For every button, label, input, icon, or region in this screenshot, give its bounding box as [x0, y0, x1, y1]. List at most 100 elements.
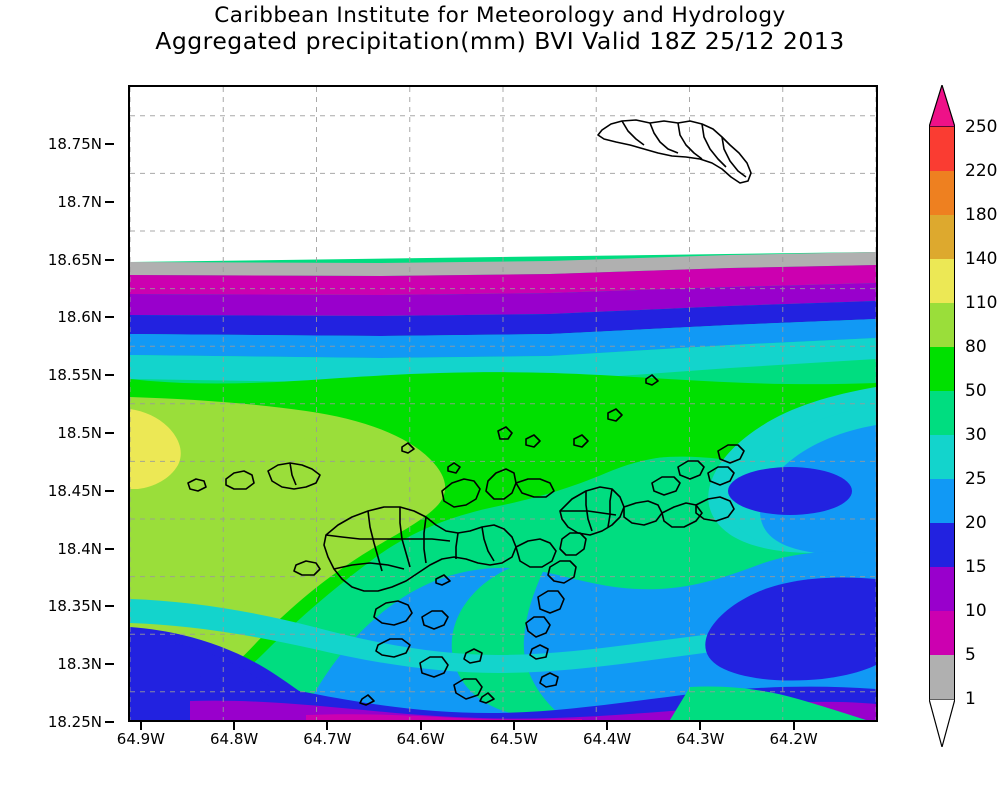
- band-15-ellipse: [728, 467, 852, 515]
- tortola-div-1: [367, 510, 383, 572]
- y-tick-mark: [105, 489, 114, 492]
- island-cay-n2: [525, 434, 541, 448]
- island-fallen-jerusalem: [525, 616, 551, 638]
- island-guana: [441, 478, 481, 508]
- colorbar-band-5-10[interactable]: [929, 611, 955, 655]
- colorbar-band-110-140[interactable]: [929, 259, 955, 303]
- island-north-sound: [623, 500, 663, 526]
- x-tick-label: 64.5W: [489, 730, 539, 748]
- x-tick-label: 64.4W: [582, 730, 632, 748]
- colorbar-label: 110: [965, 293, 998, 313]
- tortola-div-7: [481, 526, 495, 562]
- island-vg-south-2: [547, 560, 577, 584]
- colorbar-band-10-15[interactable]: [929, 567, 955, 611]
- colorbar-label: 1: [965, 689, 976, 709]
- island-eustatia: [677, 460, 705, 480]
- y-tick-mark: [105, 374, 114, 377]
- island-prickly-pear: [661, 502, 703, 528]
- anegada-div-2: [677, 122, 703, 160]
- island-cay-s2: [479, 692, 495, 704]
- colorbar-label: 5: [965, 645, 976, 665]
- island-cay-n3: [573, 434, 589, 448]
- island-cay-n4: [607, 408, 623, 422]
- island-cay-s3: [359, 694, 375, 706]
- y-tick-mark: [105, 143, 114, 145]
- colorbar-band-1-5[interactable]: [929, 655, 955, 699]
- colorbar-label: 25: [965, 469, 987, 489]
- island-dead-chest: [463, 648, 483, 664]
- island-cay-n7: [645, 374, 659, 386]
- island-cay-s1: [435, 574, 451, 586]
- y-tick-label: 18.35N: [47, 597, 102, 616]
- y-tick-label: 18.25N: [47, 713, 102, 731]
- y-tick-mark: [105, 663, 114, 666]
- y-tick-label: 18.45N: [47, 481, 102, 500]
- colorbar-band-20-25[interactable]: [929, 479, 955, 523]
- y-tick-mark: [105, 605, 114, 608]
- island-round-rock: [529, 644, 549, 660]
- island-norman: [375, 638, 411, 658]
- y-tick-mark: [105, 200, 114, 203]
- vg-div-1: [585, 491, 593, 532]
- colorbar-band-15-20[interactable]: [929, 523, 955, 567]
- figure-title-block: Caribbean Institute for Meteorology and …: [0, 4, 1000, 55]
- island-cay-ne: [717, 444, 745, 464]
- x-tick-label: 64.9W: [116, 730, 166, 748]
- colorbar-label: 220: [965, 161, 998, 181]
- colorbar-band-30-50[interactable]: [929, 391, 955, 435]
- x-tick-mark: [512, 722, 515, 730]
- band-15-lowerright: [705, 577, 876, 681]
- y-tick-mark: [105, 547, 114, 550]
- x-tick-mark: [419, 722, 422, 730]
- x-tick-label: 64.6W: [396, 730, 445, 748]
- colorbar-band-140-180[interactable]: [929, 215, 955, 259]
- band-25-bottom: [130, 599, 876, 673]
- contour-map-svg: [130, 87, 876, 720]
- y-tick-mark: [105, 721, 114, 723]
- y-tick-label: 18.75N: [47, 135, 102, 153]
- tortola-div-4: [455, 532, 459, 559]
- island-great-camanoe: [485, 468, 517, 500]
- island-scrub: [515, 478, 555, 498]
- colorbar-label: 140: [965, 249, 998, 269]
- anegada-div-4: [721, 136, 747, 178]
- x-tick-mark: [139, 722, 142, 730]
- vg-div-2: [560, 510, 617, 516]
- island-mosquito: [651, 476, 681, 496]
- map-canvas: [130, 87, 876, 720]
- island-west-cay: [293, 560, 321, 576]
- island-salt: [421, 610, 449, 630]
- anegada-div-3: [701, 123, 727, 168]
- page-title: Aggregated precipitation(mm) BVI Valid 1…: [155, 27, 845, 55]
- colorbar-label: 20: [965, 513, 987, 533]
- y-tick-label: 18.65N: [47, 250, 102, 269]
- island-saba-rock: [707, 466, 735, 486]
- y-tick-label: 18.5N: [57, 424, 102, 442]
- band-20-south: [310, 551, 876, 720]
- institute-title: Caribbean Institute for Meteorology and …: [214, 3, 786, 28]
- x-tick-label: 64.7W: [303, 730, 352, 748]
- x-tick-label: 64.3W: [676, 730, 725, 748]
- anegada-div-5: [621, 120, 645, 146]
- colorbar-label: 30: [965, 425, 987, 445]
- island-cay-n1: [497, 426, 513, 440]
- colorbar-band-50-80[interactable]: [929, 347, 955, 391]
- x-tick-label: 64.2W: [769, 730, 818, 748]
- tortola-div-3: [423, 516, 427, 564]
- colorbar-band-180-220[interactable]: [929, 171, 955, 215]
- colorbar-label: 50: [965, 381, 987, 401]
- band-110-west: [130, 405, 362, 713]
- band-140-core: [130, 409, 181, 489]
- y-tick-label: 18.55N: [47, 366, 102, 385]
- x-tick-mark: [606, 722, 609, 730]
- island-ginger: [453, 678, 483, 700]
- colorbar-band-80-110[interactable]: [929, 303, 955, 347]
- colorbar[interactable]: 250 220 180 140 110 80 50 30 25 20 15 10…: [929, 85, 997, 747]
- map-plot-area[interactable]: [128, 85, 878, 722]
- colorbar-band-220-250[interactable]: [929, 127, 955, 171]
- colorbar-band-25-30[interactable]: [929, 435, 955, 479]
- tortola-div-5: [325, 534, 451, 542]
- y-tick-label: 18.6N: [57, 308, 102, 327]
- island-jost-van-dyke: [267, 462, 321, 490]
